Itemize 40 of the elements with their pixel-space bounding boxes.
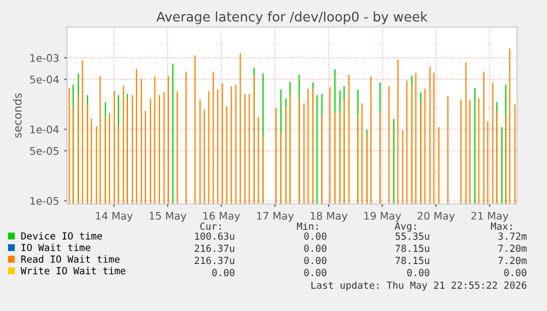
legend-label: Write IO Wait time bbox=[20, 266, 126, 274]
x-tick-label: 15 May bbox=[150, 212, 186, 222]
y-tick-label: 5e-04 bbox=[30, 76, 59, 84]
y-tick-label: 5e-05 bbox=[30, 147, 58, 155]
text: 0.00 bbox=[504, 268, 526, 276]
text: 0.00 bbox=[407, 268, 430, 276]
text: 55.35u bbox=[396, 232, 430, 240]
text: 0.00 bbox=[304, 268, 326, 276]
text: 3.72m bbox=[498, 232, 527, 240]
legend-label: Device IO time bbox=[21, 232, 102, 240]
x-tick-label: 16 May bbox=[203, 212, 240, 222]
text: 0.00 bbox=[304, 232, 326, 240]
text: 7.20m bbox=[498, 244, 527, 252]
text: Last update: Thu May 21 22:55:22 2026 bbox=[311, 281, 526, 291]
text: 100.63u bbox=[195, 232, 234, 240]
text: Max: bbox=[490, 222, 512, 230]
x-tick-label: 20 May bbox=[418, 212, 455, 222]
text: 216.37u bbox=[194, 256, 234, 264]
text: 0.00 bbox=[212, 268, 234, 276]
legend-label: IO Wait time bbox=[22, 244, 90, 252]
x-tick-label: 14 May bbox=[96, 212, 133, 222]
text: 0.00 bbox=[304, 256, 326, 264]
text: 7.20m bbox=[498, 256, 527, 264]
chart-title: Average latency for /dev/loop0 - by week bbox=[156, 11, 428, 24]
text: Avg: bbox=[394, 222, 416, 232]
text: 0.00 bbox=[304, 244, 326, 252]
text: Min: bbox=[296, 222, 318, 230]
y-tick-label: 1e-04 bbox=[30, 126, 59, 134]
x-tick-label: 19 May bbox=[364, 212, 402, 222]
x-tick-label: 18 May bbox=[310, 212, 348, 222]
x-tick-label: 21 May bbox=[471, 212, 508, 222]
y-tick-label: 1e-05 bbox=[30, 196, 58, 205]
y-tick-label: 1e-03 bbox=[30, 54, 59, 62]
text: 78.15u bbox=[396, 256, 430, 264]
y-axis-title: seconds bbox=[13, 93, 22, 138]
text: 78.15u bbox=[396, 244, 430, 252]
text: Cur: bbox=[200, 222, 221, 230]
x-tick-label: 17 May bbox=[257, 212, 294, 222]
legend-label: Read IO Wait time bbox=[21, 255, 120, 263]
text: 216.37u bbox=[194, 244, 234, 252]
